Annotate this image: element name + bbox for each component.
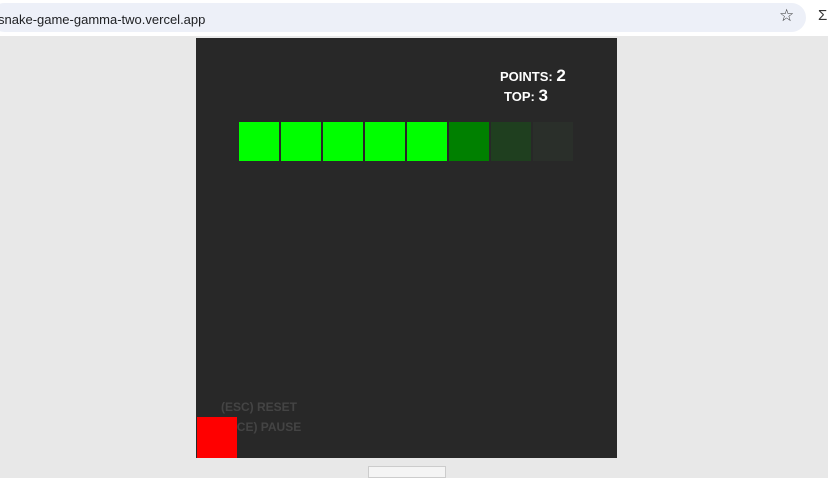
- snake-segment: [449, 122, 489, 161]
- browser-toolbar: snake-game-gamma-two.vercel.app ☆ Σ: [0, 0, 828, 36]
- bookmark-star-icon[interactable]: ☆: [779, 6, 795, 25]
- address-bar[interactable]: snake-game-gamma-two.vercel.app: [0, 3, 806, 32]
- reset-hint: (ESC) RESET: [221, 400, 298, 414]
- snake-segment: [407, 122, 447, 161]
- food: [197, 417, 237, 458]
- top-value: 3: [538, 86, 548, 105]
- top-display: TOP: 3: [504, 86, 548, 106]
- snake-segment: [491, 122, 531, 161]
- url-text[interactable]: snake-game-gamma-two.vercel.app: [0, 12, 206, 27]
- bottom-button[interactable]: [368, 466, 446, 478]
- game-board[interactable]: POINTS: 2 TOP: 3 (ESC) RESET (SPACE) PAU…: [196, 38, 617, 458]
- points-display: POINTS: 2: [500, 66, 566, 86]
- snake-segment: [239, 122, 279, 161]
- snake-segment: [281, 122, 321, 161]
- points-value: 2: [556, 66, 566, 85]
- extensions-icon[interactable]: Σ: [818, 7, 828, 24]
- points-label: POINTS:: [500, 69, 553, 84]
- snake-segment: [365, 122, 405, 161]
- snake-segment: [323, 122, 363, 161]
- top-label: TOP:: [504, 89, 535, 104]
- snake-segment: [533, 122, 573, 161]
